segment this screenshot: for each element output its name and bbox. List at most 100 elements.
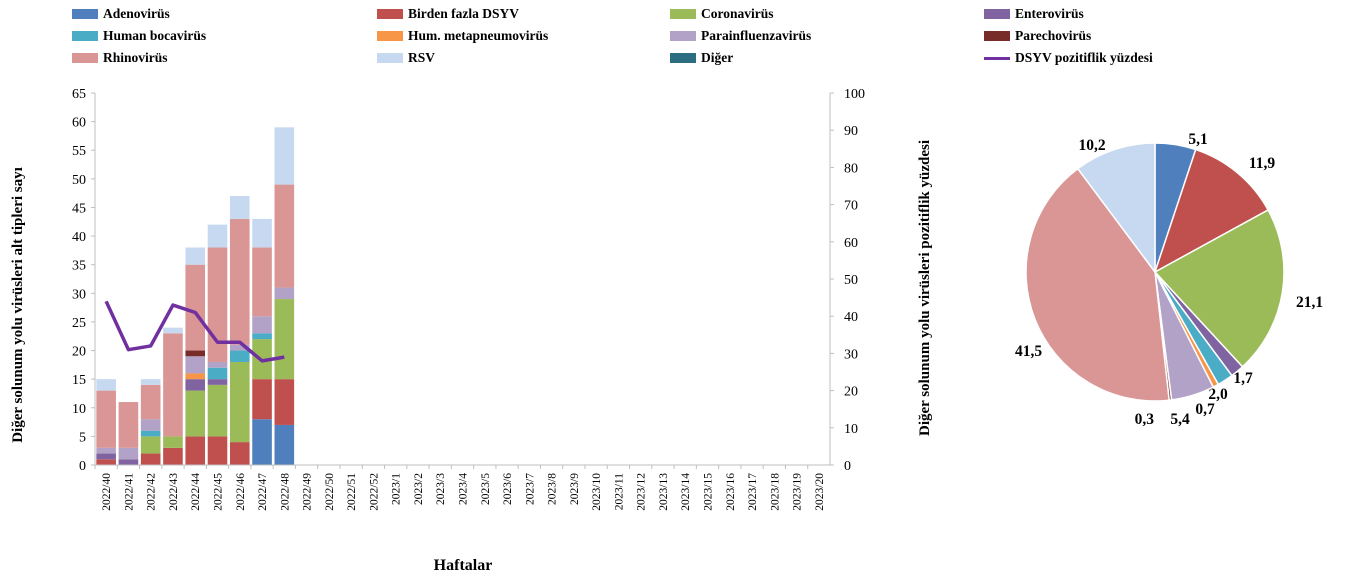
y-tick-label: 5 (79, 430, 86, 445)
x-tick-label: 2023/18 (769, 473, 781, 511)
bar-segment-rhinovirus (140, 384, 161, 420)
bar-segment-rhinovirus (163, 333, 183, 437)
bar-segment-parainfluenzavirus (229, 344, 250, 351)
pie-chart: 5,1 11,9 21,1 1,7 2,00,7 5,4 0,3 41,5 10,2 (1015, 131, 1323, 428)
y2-tick-label: 90 (844, 124, 858, 139)
pie-data-label: 5,1 (1188, 131, 1207, 148)
legend-item-diger: Diğer (670, 48, 733, 68)
y-tick-label: 25 (72, 316, 86, 331)
y2-tick-label: 60 (844, 236, 858, 251)
bar-segment-enterovirus (96, 453, 116, 460)
x-tick-label: 2022/51 (346, 473, 358, 511)
x-tick-label: 2022/44 (190, 473, 202, 511)
bar-segment-rsv (163, 327, 183, 334)
pie-data-label: 21,1 (1296, 294, 1323, 311)
legend-swatch (984, 9, 1010, 19)
x-tick-label: 2023/7 (524, 473, 536, 505)
legend-label: Rhinovirüs (103, 50, 168, 65)
x-tick-label: 2022/49 (302, 473, 314, 511)
legend-label: DSYV pozitiflik yüzdesi (1015, 50, 1153, 65)
pie-data-label: 10,2 (1078, 137, 1105, 154)
bar-segment-coronavirus (274, 299, 295, 380)
y2-tick-label: 80 (844, 161, 858, 176)
pie-data-label: 41,5 (1015, 343, 1042, 360)
legend-label: Enterovirüs (1015, 6, 1084, 21)
bar-segment-human-bocavirus (207, 367, 228, 380)
pie-data-label: 2,0 (1208, 386, 1228, 403)
pie-data-label: 0,3 (1135, 411, 1155, 428)
bar-segment-coronavirus (163, 436, 183, 448)
y2-tick-label: 10 (844, 422, 858, 437)
legend-item-dsyv-pozitiflik-yuzdesi: DSYV pozitiflik yüzdesi (984, 48, 1153, 68)
x-tick-label: 2023/4 (458, 473, 470, 505)
bar-segment-birden-fazla-dsyv (252, 379, 272, 420)
pie-data-label: 5,4 (1170, 411, 1190, 428)
bar-segment-birden-fazla-dsyv (163, 447, 183, 465)
bar-segment-rsv (185, 247, 206, 265)
x-tick-label: 2022/47 (257, 473, 269, 511)
x-tick-label: 2022/40 (101, 473, 113, 511)
bar-segment-birden-fazla-dsyv (96, 459, 116, 465)
legend-swatch (72, 31, 98, 41)
legend-swatch (984, 31, 1010, 41)
pie-slice-birden-fazla-dsyv (1153, 148, 1270, 274)
y2-tick-label: 30 (844, 347, 858, 362)
x-tick-label: 2023/2 (413, 473, 425, 505)
x-tick-label: 2023/17 (747, 473, 759, 511)
y-tick-label: 30 (72, 287, 86, 302)
legend-swatch (72, 53, 98, 63)
bar-segment-birden-fazla-dsyv (229, 442, 250, 465)
x-tick-label: 2023/3 (435, 473, 447, 505)
legend-swatch (377, 9, 403, 19)
bar-segment-human-bocavirus (140, 430, 161, 437)
x-tick-label: 2022/45 (213, 473, 225, 511)
x-tick-label: 2023/16 (725, 473, 737, 511)
bar-segment-parainfluenzavirus (274, 287, 295, 300)
bar-segment-parechovirus (185, 350, 206, 357)
bar-segment-human-bocavirus (252, 333, 272, 340)
x-tick-label: 2023/20 (814, 473, 826, 511)
bar-segment-rsv (207, 224, 228, 248)
bar-segment-birden-fazla-dsyv (274, 379, 295, 425)
x-tick-label: 2022/50 (324, 473, 336, 511)
legend-label: Human bocavirüs (103, 28, 207, 43)
pie-data-label: 0,7 (1195, 401, 1215, 418)
bar-segment-rsv (140, 379, 161, 385)
x-tick-label: 2023/11 (613, 473, 625, 511)
y2-tick-label: 20 (844, 385, 858, 400)
bar-segment-rsv (96, 379, 116, 391)
bar-segment-rhinovirus (118, 402, 139, 448)
legend-label: Parainfluenzavirüs (701, 28, 812, 43)
y-tick-label: 20 (72, 345, 86, 360)
y-tick-label: 60 (72, 116, 86, 131)
y2-tick-label: 40 (844, 310, 858, 325)
bar-segment-parainfluenzavirus (140, 419, 161, 431)
bar-segment-rhinovirus (229, 218, 250, 345)
stacked-bar-chart: 0 5 10 15 20 25 30 35 40 45 50 55 60 65 0 10 20 30 40 50 60 7… (72, 87, 865, 511)
legend-item-parainfluenzavirus: Parainfluenzavirüs (670, 26, 811, 46)
bar-segment-rsv (274, 127, 295, 185)
x-tick-label: 2023/19 (792, 473, 804, 511)
y2-axis-title: Diğer solunum yolu virüsleri pozitiflik … (917, 140, 933, 436)
legend-label: Parechovirüs (1015, 28, 1092, 43)
bar-segment-rhinovirus (185, 264, 206, 351)
legend-item-rsv: RSV (377, 48, 435, 68)
legend-swatch (670, 31, 696, 41)
pie-data-label: 1,7 (1233, 370, 1253, 387)
legend-swatch (72, 9, 98, 19)
x-tick-label: 2022/52 (368, 473, 380, 511)
x-tick-label: 2022/48 (279, 473, 291, 511)
legend-item-coronavirus: Coronavirüs (670, 4, 774, 24)
bar-segment-parainfluenzavirus (207, 361, 228, 368)
bar-segment-coronavirus (229, 361, 250, 443)
legend-label: Diğer (701, 50, 734, 65)
bar-segment-coronavirus (207, 384, 228, 437)
pie-slice-rsv (1076, 142, 1156, 275)
x-tick-label: 2022/46 (235, 473, 247, 511)
pie-slice-coronavirus (1153, 208, 1285, 368)
legend-label: Coronavirüs (701, 6, 774, 21)
x-tick-label: 2023/6 (502, 473, 514, 505)
bar-segment-enterovirus (185, 379, 206, 391)
bar-segment-birden-fazla-dsyv (140, 453, 161, 465)
x-tick-label: 2023/9 (569, 473, 581, 505)
